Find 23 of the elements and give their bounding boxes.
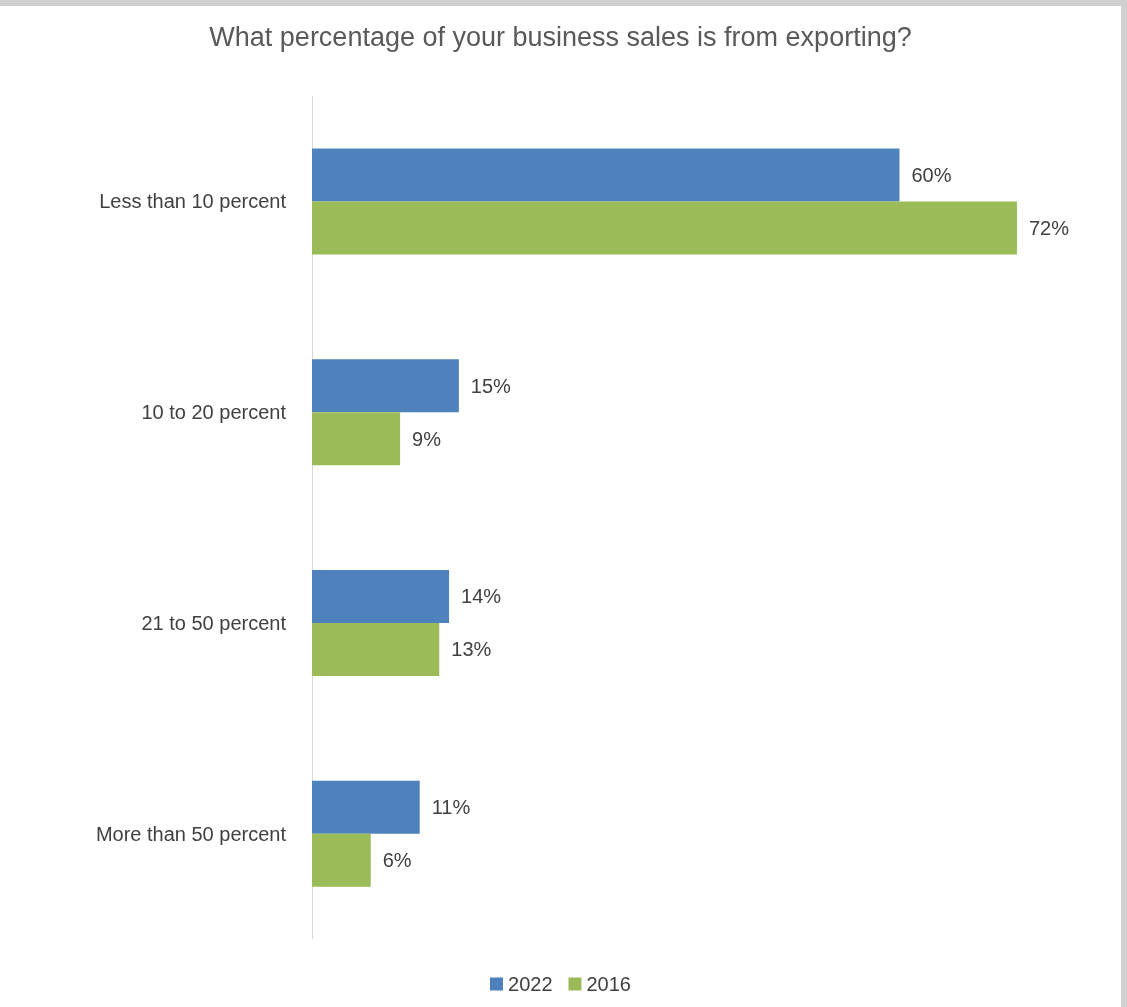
data-label: 72% <box>1028 216 1070 239</box>
data-label: 14% <box>461 585 502 608</box>
bar <box>312 622 440 676</box>
y-tick-label: Less than 10 percent <box>99 190 287 213</box>
chart-title: What percentage of your business sales is from exporting? <box>209 21 912 52</box>
bar <box>312 569 450 623</box>
bar <box>312 359 459 413</box>
bar <box>312 833 371 887</box>
y-tick-label: 10 to 20 percent <box>141 401 287 424</box>
data-label: 9% <box>412 427 442 450</box>
bar <box>312 201 1017 255</box>
data-label: 60% <box>911 163 952 186</box>
y-tick-label: More than 50 percent <box>95 822 287 845</box>
bar <box>312 412 401 466</box>
data-label: 15% <box>470 374 512 397</box>
bar <box>312 148 900 202</box>
data-label: 6% <box>382 849 412 872</box>
legend-label: 2016 <box>586 973 631 995</box>
data-label: 13% <box>451 638 492 661</box>
legend-label: 2022 <box>508 973 553 995</box>
bar <box>312 780 420 834</box>
y-tick-label: 21 to 50 percent <box>141 611 287 634</box>
data-label: 11% <box>431 796 471 819</box>
